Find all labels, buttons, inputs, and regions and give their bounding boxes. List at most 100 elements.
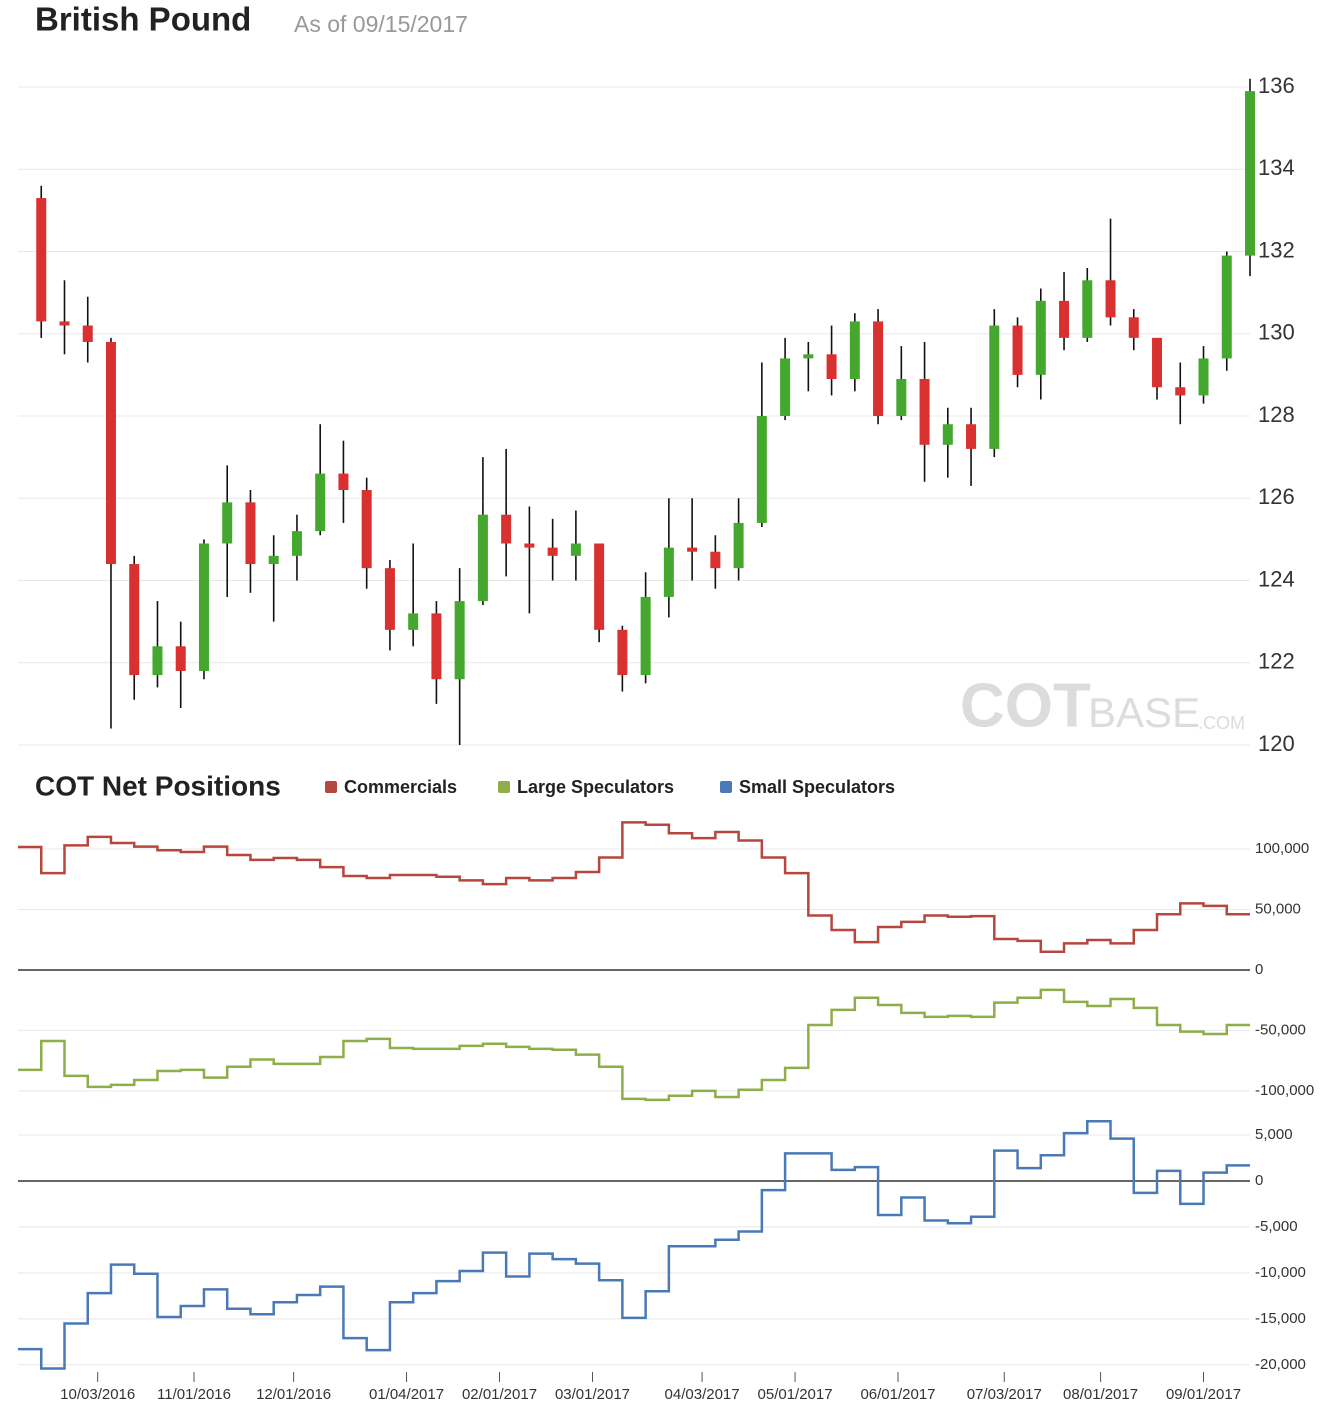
candle-body bbox=[1082, 280, 1093, 338]
x-tick-label: 02/01/2017 bbox=[462, 1386, 537, 1403]
candle-body bbox=[338, 473, 349, 491]
candle-body bbox=[1059, 300, 1070, 338]
candle-body bbox=[873, 321, 884, 416]
x-tick-label: 12/01/2016 bbox=[256, 1386, 331, 1403]
candle-body bbox=[594, 543, 605, 630]
candle-body bbox=[570, 543, 581, 556]
candle-body bbox=[1198, 358, 1209, 396]
x-tick-label: 01/04/2017 bbox=[369, 1386, 444, 1403]
candle-body bbox=[524, 543, 535, 548]
legend-swatch bbox=[325, 781, 337, 793]
y-tick-label: -20,000 bbox=[1255, 1356, 1306, 1373]
legend-label: Large Speculators bbox=[517, 777, 674, 797]
y-tick-label: 128 bbox=[1258, 402, 1295, 427]
candle-body bbox=[733, 522, 744, 569]
candle-body bbox=[291, 531, 302, 556]
candle-body bbox=[803, 354, 814, 359]
x-tick-label: 11/01/2016 bbox=[157, 1386, 231, 1403]
candle-body bbox=[896, 378, 907, 416]
x-tick-label: 06/01/2017 bbox=[860, 1386, 935, 1403]
x-tick-label: 07/03/2017 bbox=[967, 1386, 1042, 1403]
legend-label: Commercials bbox=[344, 777, 457, 797]
y-tick-label: -5,000 bbox=[1255, 1218, 1298, 1235]
candle-body bbox=[1012, 325, 1023, 375]
candle-body bbox=[198, 543, 209, 671]
y-tick-label: 100,000 bbox=[1255, 840, 1309, 857]
chart-subtitle: As of 09/15/2017 bbox=[294, 11, 468, 37]
y-tick-label: 126 bbox=[1258, 484, 1295, 509]
candle-body bbox=[1221, 255, 1232, 359]
y-tick-label: 124 bbox=[1258, 566, 1295, 591]
candle-body bbox=[59, 321, 70, 326]
candle-body bbox=[617, 629, 628, 676]
candle-body bbox=[245, 502, 256, 565]
candle-body bbox=[919, 378, 930, 445]
y-tick-label: 0 bbox=[1255, 1172, 1263, 1189]
x-tick-label: 09/01/2017 bbox=[1166, 1386, 1241, 1403]
candle-body bbox=[826, 354, 837, 379]
candle-body bbox=[1035, 300, 1046, 375]
chart-title: British Pound bbox=[35, 1, 251, 38]
candle-body bbox=[105, 341, 116, 565]
candle-body bbox=[710, 551, 721, 569]
candle-body bbox=[454, 601, 465, 680]
candle-body bbox=[408, 613, 419, 630]
y-tick-label: 132 bbox=[1258, 237, 1295, 262]
candle-body bbox=[756, 416, 767, 523]
candle-body bbox=[477, 514, 488, 602]
candle-body bbox=[547, 547, 558, 556]
watermark: COT bbox=[960, 671, 1091, 740]
x-tick-label: 08/01/2017 bbox=[1063, 1386, 1138, 1403]
candle-body bbox=[431, 613, 442, 680]
y-tick-label: -10,000 bbox=[1255, 1264, 1306, 1281]
y-tick-label: -50,000 bbox=[1255, 1021, 1306, 1038]
y-tick-label: -15,000 bbox=[1255, 1310, 1306, 1327]
x-tick-label: 03/01/2017 bbox=[555, 1386, 630, 1403]
legend-label: Small Speculators bbox=[739, 777, 895, 797]
candle-body bbox=[640, 596, 651, 676]
series-line bbox=[18, 1119, 1250, 1370]
candle-body bbox=[501, 514, 512, 544]
candle-body bbox=[361, 490, 372, 569]
candle-body bbox=[687, 547, 698, 552]
y-tick-label: 134 bbox=[1258, 155, 1295, 180]
y-tick-label: -100,000 bbox=[1255, 1082, 1314, 1099]
candle-body bbox=[1152, 337, 1163, 388]
candle-body bbox=[780, 358, 791, 416]
candle-body bbox=[36, 198, 47, 322]
candle-body bbox=[1105, 280, 1116, 318]
candle-body bbox=[82, 325, 93, 342]
candle-body bbox=[1245, 91, 1255, 256]
y-tick-label: 5,000 bbox=[1255, 1126, 1293, 1143]
y-tick-label: 120 bbox=[1258, 731, 1295, 756]
candle-body bbox=[663, 547, 674, 597]
y-tick-label: 136 bbox=[1258, 73, 1295, 98]
legend-swatch bbox=[720, 781, 732, 793]
y-tick-label: 122 bbox=[1258, 649, 1295, 674]
candle-body bbox=[129, 564, 140, 676]
candle-body bbox=[1175, 387, 1186, 396]
candle-body bbox=[849, 321, 860, 379]
legend-swatch bbox=[498, 781, 510, 793]
candle-body bbox=[315, 473, 326, 532]
candle-body bbox=[942, 424, 953, 445]
candle-body bbox=[989, 325, 1000, 449]
x-tick-label: 05/01/2017 bbox=[758, 1386, 833, 1403]
watermark: BASE bbox=[1088, 689, 1200, 736]
series-line bbox=[18, 988, 1250, 1102]
y-tick-label: 50,000 bbox=[1255, 900, 1301, 917]
candle-body bbox=[268, 555, 279, 565]
cot-title: COT Net Positions bbox=[35, 770, 281, 801]
x-tick-label: 04/03/2017 bbox=[665, 1386, 740, 1403]
watermark: .COM bbox=[1198, 713, 1245, 733]
y-tick-label: 130 bbox=[1258, 320, 1295, 345]
x-tick-label: 10/03/2016 bbox=[60, 1386, 135, 1403]
y-tick-label: 0 bbox=[1255, 961, 1263, 978]
candle-body bbox=[222, 502, 233, 544]
candle-body bbox=[966, 424, 977, 449]
candle-body bbox=[175, 646, 186, 671]
candle-body bbox=[384, 568, 395, 630]
candle-body bbox=[152, 646, 163, 676]
series-line bbox=[18, 821, 1250, 954]
